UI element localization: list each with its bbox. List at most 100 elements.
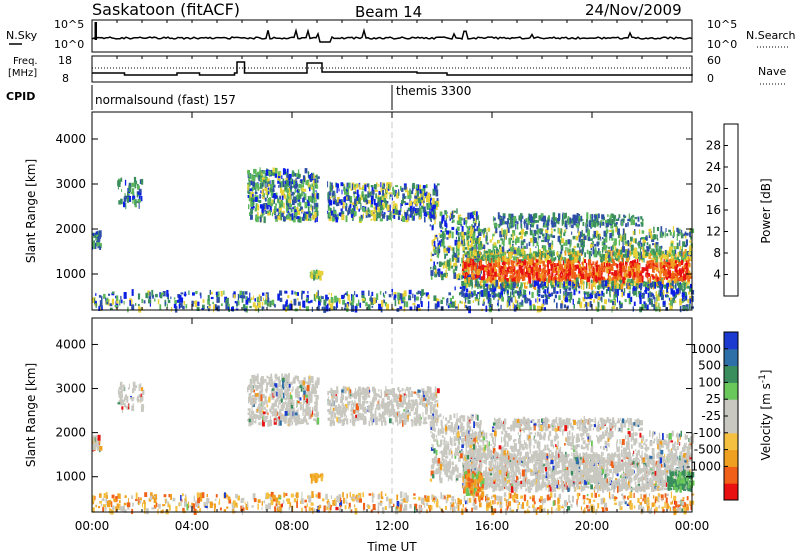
power-cell — [327, 297, 330, 300]
power-cell — [409, 213, 412, 218]
power-cell — [474, 274, 477, 279]
power-cell — [282, 210, 285, 214]
power-cell — [534, 213, 538, 219]
power-cell — [466, 232, 469, 235]
power-cell — [395, 204, 398, 211]
power-cell — [265, 181, 267, 188]
power-cell — [669, 246, 672, 254]
power-cell — [388, 192, 392, 195]
power-cell — [568, 287, 572, 291]
power-cell — [103, 293, 106, 299]
power-cell — [479, 273, 481, 280]
power-cell — [516, 222, 519, 230]
power-cell — [185, 304, 188, 309]
power-cell — [101, 296, 103, 303]
power-cell — [663, 270, 666, 273]
power-cell — [351, 202, 355, 206]
range-tick-label: 4000 — [55, 132, 86, 146]
power-cell — [624, 233, 627, 241]
power-cell — [433, 295, 437, 301]
power-cell — [587, 302, 590, 307]
power-cell — [681, 292, 685, 297]
power-cell — [478, 250, 481, 255]
power-cell — [262, 179, 266, 184]
power-cell — [565, 247, 567, 251]
power-cell — [582, 221, 585, 227]
power-cell — [403, 301, 406, 307]
power-cell — [457, 241, 461, 249]
power-cell — [251, 187, 254, 192]
power-cell — [345, 215, 348, 223]
power-cell — [248, 204, 250, 210]
power-cell — [359, 302, 362, 308]
power-cell — [488, 276, 491, 282]
power-cell — [155, 293, 158, 298]
power-cell — [613, 215, 616, 222]
power-cell — [631, 270, 634, 277]
power-cell — [615, 276, 618, 281]
power-cell — [465, 216, 468, 220]
power-cell — [550, 280, 553, 286]
power-cell — [410, 190, 414, 195]
power-cell — [140, 178, 144, 185]
power-cell — [528, 268, 531, 273]
power-cell — [458, 247, 460, 254]
power-cell — [416, 304, 420, 308]
power-cell — [446, 230, 450, 235]
velocity-cell — [346, 501, 348, 505]
power-cell — [250, 192, 253, 198]
power-cell — [461, 217, 463, 221]
power-cell — [514, 296, 516, 302]
power-cell — [367, 214, 371, 218]
power-cell — [147, 290, 151, 296]
velocity-cell — [349, 492, 351, 498]
power-cell — [551, 231, 553, 234]
power-cell — [639, 292, 642, 299]
power-cell — [372, 191, 374, 198]
power-cell — [360, 194, 363, 201]
power-cell — [553, 252, 555, 256]
power-cell — [677, 288, 680, 294]
power-cell — [595, 230, 599, 237]
power-cell — [651, 236, 653, 242]
power-cell — [303, 193, 307, 200]
power-cell — [265, 169, 269, 176]
power-cell — [338, 188, 340, 192]
power-cell — [516, 275, 520, 282]
power-cell — [654, 251, 657, 256]
power-cell — [341, 189, 343, 195]
power-cell — [356, 189, 359, 195]
velocity-cell — [215, 494, 218, 498]
power-cell — [623, 277, 626, 280]
power-cell — [517, 249, 521, 256]
power-cell — [523, 270, 525, 276]
power-cell — [615, 221, 618, 225]
power-cell — [689, 276, 693, 279]
power-cell — [509, 218, 512, 225]
power-cell — [316, 270, 318, 274]
power-cell — [351, 300, 354, 307]
power-cell — [286, 304, 290, 311]
power-cell — [594, 215, 598, 221]
power-cell — [599, 297, 603, 301]
power-cell — [302, 217, 305, 221]
power-cell — [247, 194, 249, 198]
power-cell — [112, 291, 115, 295]
velocity-cell — [682, 497, 685, 500]
power-cell — [593, 230, 596, 238]
power-cell — [459, 275, 461, 279]
power-cell — [487, 269, 490, 277]
power-cell — [499, 218, 503, 226]
power-cell — [148, 296, 152, 300]
velocity-cell — [235, 504, 238, 508]
power-cell — [602, 254, 606, 261]
power-cell — [688, 303, 691, 310]
power-cell — [603, 276, 605, 282]
power-cell — [453, 210, 457, 213]
power-cell — [414, 305, 416, 310]
power-cell — [381, 210, 384, 213]
power-cell — [593, 275, 595, 282]
power-cell — [473, 251, 477, 256]
power-cell — [546, 281, 548, 289]
velocity-cell — [593, 499, 596, 502]
